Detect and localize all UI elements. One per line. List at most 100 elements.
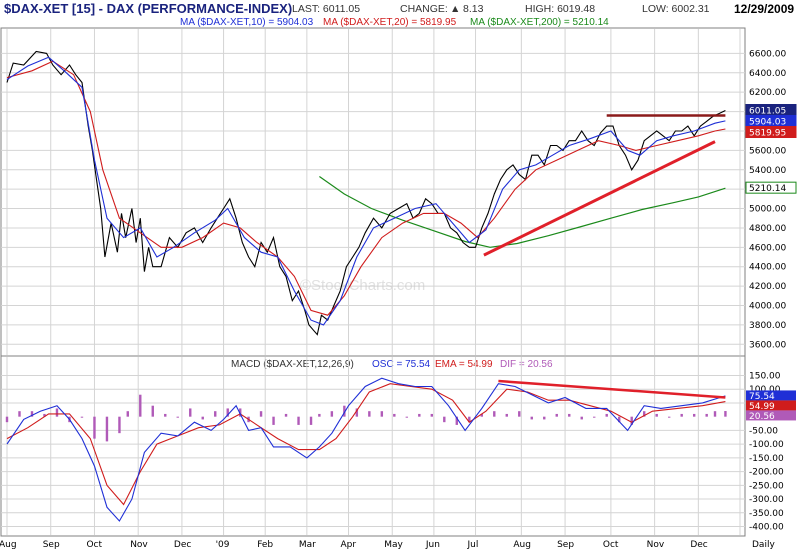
- price-y-axis: 6600.006400.006200.006000.005800.005600.…: [749, 49, 786, 350]
- x-tick-label: Oct: [603, 540, 619, 550]
- x-tick-label: Aug: [0, 540, 17, 550]
- macd-histogram-bar: [5, 416, 9, 423]
- macd-histogram-bar: [605, 413, 608, 417]
- macd-histogram-bar: [455, 416, 458, 425]
- macd-histogram-bar: [655, 413, 658, 417]
- macd-histogram-bar: [468, 416, 471, 423]
- change-label: CHANGE:: [400, 3, 448, 15]
- macd-histogram-bar: [355, 408, 359, 417]
- macd-histogram-bar: [126, 411, 129, 417]
- macd-histogram-bar: [151, 405, 154, 417]
- price-y-tick-label: 6600.00: [749, 49, 786, 59]
- price-y-tick-label: 4400.00: [749, 263, 786, 273]
- price-y-tick-label: 4000.00: [749, 302, 786, 312]
- chart-title: $DAX-XET [15] - DAX (PERFORMANCE-INDEX): [4, 1, 292, 16]
- macd-y-tick-label: -350.00: [749, 509, 784, 519]
- price-tag-label: 5819.95: [749, 129, 786, 139]
- macd-histogram-bar: [201, 416, 204, 420]
- legend-dif: DIF = 20.56: [500, 359, 553, 370]
- macd-histogram-bar: [518, 411, 521, 417]
- macd-y-tick-label: -150.00: [749, 454, 784, 464]
- macd-histogram-bar: [630, 416, 633, 425]
- macd-histogram-bar: [724, 411, 727, 417]
- macd-histogram-bar: [430, 413, 434, 417]
- x-tick-label: Sep: [557, 540, 574, 550]
- macd-histogram-bar: [555, 413, 558, 417]
- price-line: [6, 50, 726, 336]
- macd-histogram-bar: [55, 408, 59, 417]
- change-arrow-icon: ▲: [450, 3, 460, 15]
- x-tick-label: Jun: [425, 540, 440, 550]
- x-tick-label: May: [384, 540, 403, 550]
- macd-histogram-bar: [543, 416, 546, 420]
- price-y-tick-label: 5000.00: [749, 205, 786, 215]
- price-y-tick-label: 6200.00: [749, 88, 786, 98]
- legend-osc: OSC = 75.54: [372, 359, 431, 370]
- ma10-line: [6, 56, 726, 326]
- legend-ma200: MA ($DAX-XET,200) = 5210.14: [470, 17, 609, 28]
- x-tick-label: Aug: [513, 540, 531, 550]
- x-tick-label: Sep: [43, 540, 60, 550]
- price-tag-box: [745, 126, 797, 139]
- macd-histogram-bar: [380, 411, 384, 417]
- macd-histogram-bar: [272, 416, 275, 425]
- macd-histogram-bar: [284, 413, 288, 417]
- x-tick-label: Feb: [257, 540, 273, 550]
- macd-histogram-bar: [330, 411, 334, 417]
- macd-tag-box: [746, 400, 796, 411]
- macd-histogram-bar: [443, 416, 446, 423]
- watermark: ©StockCharts.com: [300, 277, 425, 294]
- x-tick-label: '09: [216, 540, 230, 550]
- price-tag-box: [745, 181, 797, 194]
- macd-histogram-bar: [30, 411, 34, 417]
- price-y-tick-label: 3600.00: [749, 340, 786, 350]
- price-y-tick-label: 4200.00: [749, 282, 786, 292]
- x-tick-label: Nov: [647, 540, 665, 550]
- macd-histogram-bar: [176, 416, 179, 418]
- macd-histogram-bar: [118, 416, 121, 434]
- macd-trendline: [498, 379, 726, 399]
- macd-histogram-bar: [713, 411, 717, 417]
- macd-histogram-bar: [568, 413, 571, 417]
- macd-y-tick-label: -50.00: [749, 426, 778, 436]
- macd-histogram-bar: [393, 413, 396, 417]
- price-series-group: [6, 50, 726, 336]
- price-y-tick-label: 3800.00: [749, 321, 786, 331]
- macd-y-tick-label: -100.00: [749, 440, 784, 450]
- macd-histogram-bar: [505, 413, 508, 417]
- ma20-line: [6, 60, 726, 316]
- macd-tag-label: 75.54: [749, 392, 775, 402]
- low-price: LOW: 6002.31: [642, 3, 710, 15]
- x-tick-label: Daily: [752, 540, 775, 550]
- x-tick-label: Nov: [130, 540, 148, 550]
- price-y-tick-label: 5400.00: [749, 166, 786, 176]
- macd-histogram-bar: [189, 408, 192, 417]
- macd-tag-box: [746, 410, 796, 421]
- macd-y-tick-label: 100.00: [749, 385, 781, 395]
- price-y-tick-label: 4800.00: [749, 224, 786, 234]
- macd-histogram-bar: [405, 416, 409, 418]
- macd-histogram-bar: [309, 416, 313, 425]
- macd-histogram-bar: [43, 413, 46, 417]
- macd-histogram-bar: [226, 408, 229, 417]
- x-tick-label: Jul: [467, 540, 479, 550]
- last-price: LAST: 6011.05: [292, 3, 360, 15]
- x-tick-label: Mar: [299, 540, 316, 550]
- macd-line: [6, 377, 726, 522]
- macd-histogram-bar: [18, 411, 21, 417]
- legend-ema: EMA = 54.99: [435, 359, 493, 370]
- macd-histogram-bar: [667, 416, 671, 418]
- macd-histogram-bar: [480, 413, 483, 417]
- support-trendline: [483, 140, 716, 257]
- price-tag-label: 5210.14: [749, 184, 786, 194]
- legend-ma20: MA ($DAX-XET,20) = 5819.95: [323, 17, 457, 28]
- macd-panel: [0, 355, 746, 537]
- macd-histogram-bar: [530, 416, 533, 420]
- macd-histogram-bar: [214, 411, 217, 417]
- x-tick-label: Oct: [86, 540, 102, 550]
- macd-signal-line: [6, 383, 726, 506]
- macd-y-tick-label: -200.00: [749, 468, 784, 478]
